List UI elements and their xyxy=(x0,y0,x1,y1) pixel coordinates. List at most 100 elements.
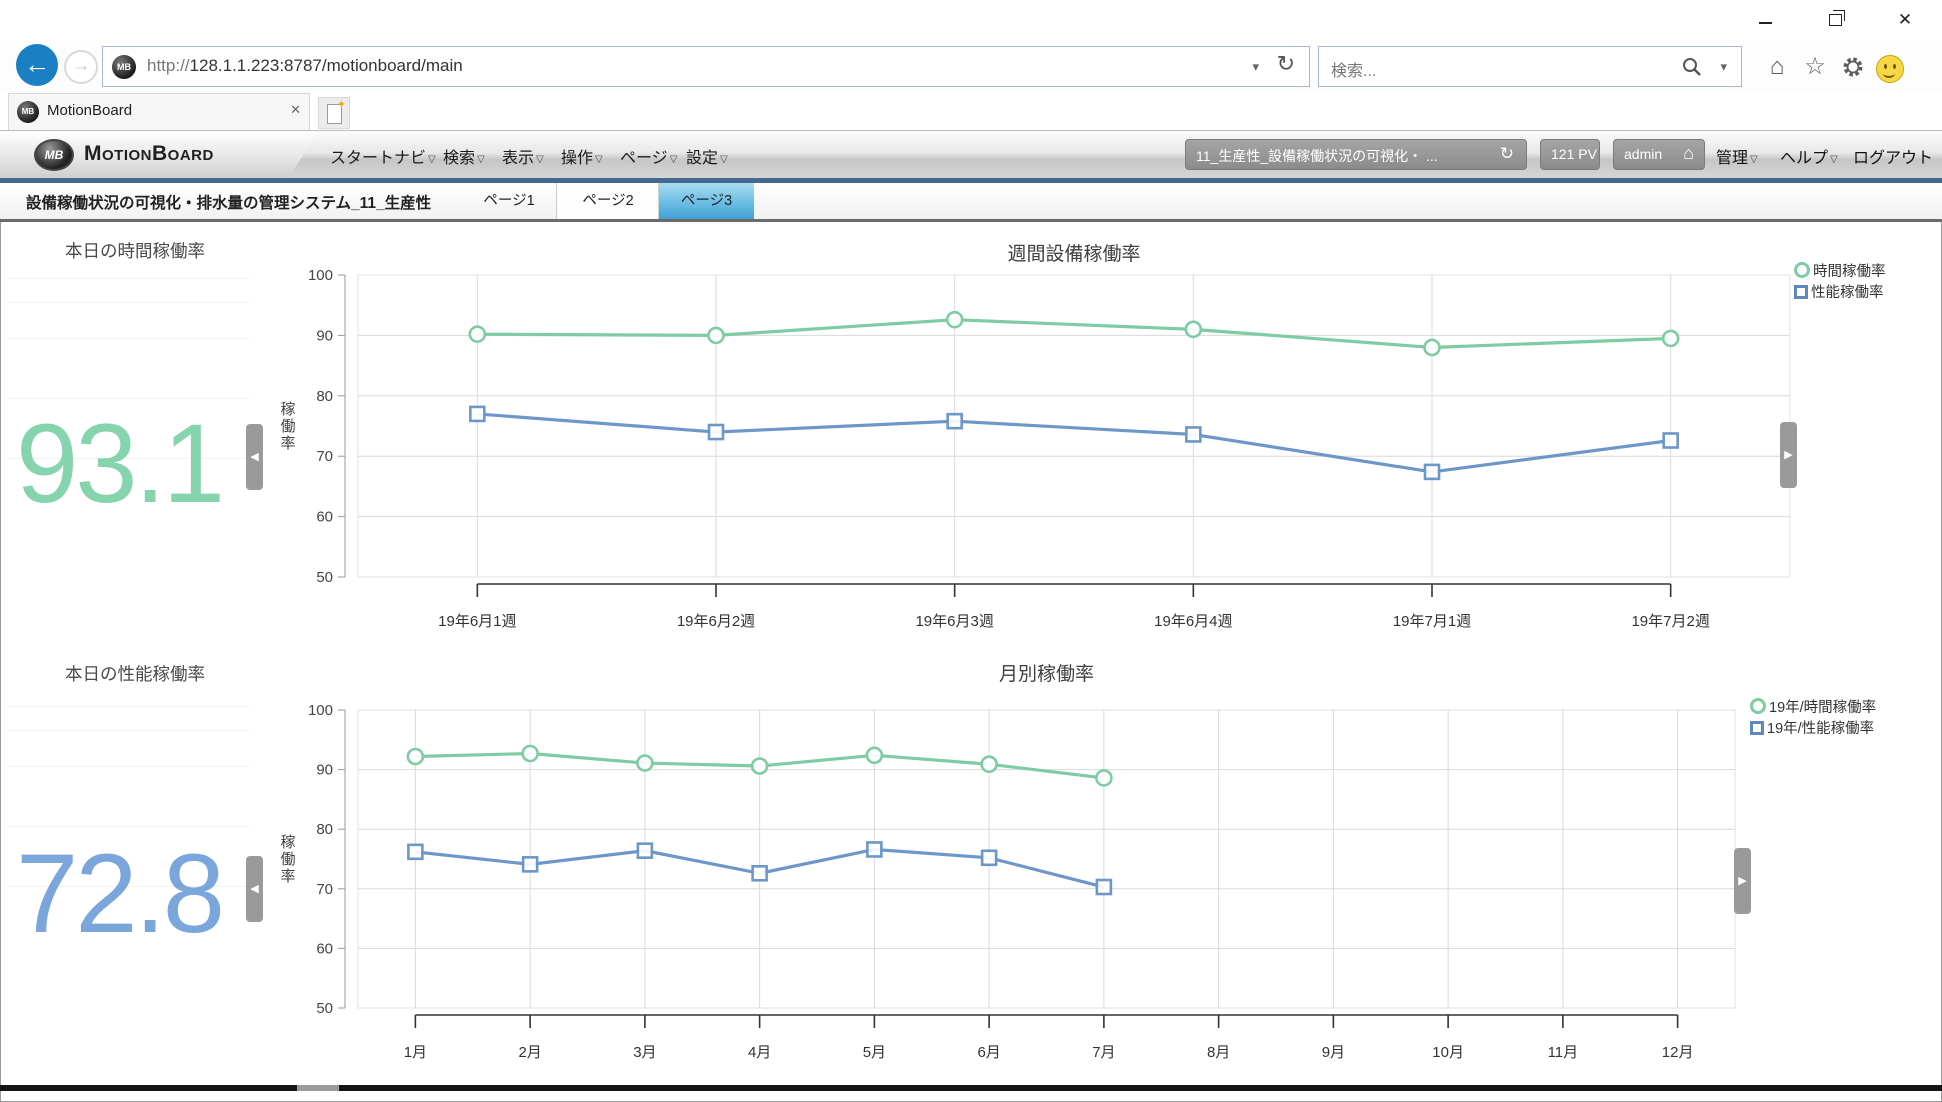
svg-text:19年7月1週: 19年7月1週 xyxy=(1393,613,1471,630)
user-name-label: admin xyxy=(1624,146,1663,162)
menu-page[interactable]: ページ ▽ xyxy=(620,150,678,167)
svg-text:働: 働 xyxy=(280,418,295,435)
svg-text:2月: 2月 xyxy=(518,1044,541,1061)
triangle-right-icon: ▶ xyxy=(1738,875,1747,887)
browser-tab-strip: MB MotionBoard ✕ ✦ xyxy=(0,93,1942,130)
menu-search[interactable]: 検索 ▽ xyxy=(443,150,485,167)
svg-text:稼: 稼 xyxy=(280,401,295,418)
search-input[interactable]: 検索... ▾ xyxy=(1318,46,1742,87)
menu-help[interactable]: ヘルプ ▽ xyxy=(1780,150,1838,167)
motionboard-wordmark: MotionBoard xyxy=(84,142,214,165)
settings-button[interactable] xyxy=(1836,52,1870,82)
svg-text:週間設備稼働率: 週間設備稼働率 xyxy=(1007,243,1140,265)
chevron-down-icon: ▽ xyxy=(720,154,728,165)
motionboard-toolbar: MB MotionBoard スタートナビ ▽ 検索 ▽ 表示 ▽ 操作 ▽ ページ ▽ … xyxy=(0,130,1942,179)
new-tab-button[interactable]: ✦ xyxy=(318,97,350,129)
pv-count-label: 121 PV xyxy=(1551,146,1597,162)
board-selector[interactable]: 11_生産性_設備稼働状況の可視化・ ... ↻ xyxy=(1185,139,1527,170)
close-button[interactable]: ✕ xyxy=(1880,10,1930,32)
legend-item: 19年/性能稼働率 xyxy=(1750,717,1876,738)
page-tab-bar: 設備稼働状況の可視化・排水量の管理システム_11_生産性 ページ1 ページ2 ペ… xyxy=(0,183,1942,219)
home-icon: ⌂ xyxy=(1769,53,1785,80)
chevron-down-icon: ▽ xyxy=(669,154,678,165)
url-text: http://128.1.1.223:8787/motionboard/main xyxy=(147,56,463,75)
menu-operation[interactable]: 操作 ▽ xyxy=(561,150,603,167)
chevron-down-icon: ▽ xyxy=(477,154,485,165)
tab-close-button[interactable]: ✕ xyxy=(290,102,301,118)
board-refresh-icon[interactable]: ↻ xyxy=(1499,144,1514,163)
gear-icon xyxy=(1843,57,1863,77)
svg-text:80: 80 xyxy=(316,821,333,838)
svg-text:3月: 3月 xyxy=(633,1044,656,1061)
svg-text:11月: 11月 xyxy=(1548,1044,1579,1061)
menu-settings[interactable]: 設定 ▽ xyxy=(686,150,728,167)
legend-circle-marker xyxy=(1750,698,1766,714)
search-button[interactable] xyxy=(1681,56,1703,83)
triangle-right-icon: ▶ xyxy=(1784,449,1793,461)
svg-text:19年6月4週: 19年6月4週 xyxy=(1154,613,1232,630)
search-icon xyxy=(1683,58,1701,76)
horizontal-scrollbar[interactable] xyxy=(0,1085,1942,1091)
expand-handle-right[interactable]: ▶ xyxy=(1734,848,1751,914)
forward-button[interactable]: → xyxy=(64,50,98,84)
svg-text:働: 働 xyxy=(280,851,295,868)
browser-tab[interactable]: MB MotionBoard ✕ xyxy=(8,93,310,130)
tab-favicon: MB xyxy=(17,101,39,123)
collapse-handle-left[interactable]: ◀ xyxy=(246,856,263,922)
svg-text:19年6月3週: 19年6月3週 xyxy=(915,613,993,630)
chevron-down-icon: ▽ xyxy=(1750,154,1758,165)
svg-text:10月: 10月 xyxy=(1432,1044,1464,1061)
svg-text:12月: 12月 xyxy=(1662,1044,1694,1061)
triangle-left-icon: ◀ xyxy=(250,883,259,895)
site-favicon: MB xyxy=(112,55,136,79)
refresh-button[interactable]: ↻ xyxy=(1277,51,1295,77)
menu-admin[interactable]: 管理 ▽ xyxy=(1716,150,1758,167)
minimize-button[interactable] xyxy=(1740,10,1790,32)
window-titlebar: ✕ xyxy=(0,0,1942,40)
svg-text:50: 50 xyxy=(316,569,333,586)
close-icon: ✕ xyxy=(1897,10,1913,29)
star-icon: ☆ xyxy=(1804,53,1826,80)
back-button[interactable]: ← xyxy=(16,44,58,86)
svg-text:19年7月2週: 19年7月2週 xyxy=(1631,613,1709,630)
page-tab-2[interactable]: ページ2 xyxy=(558,183,659,219)
menu-start-navi[interactable]: スタートナビ ▽ xyxy=(330,150,436,167)
collapse-handle-left[interactable]: ◀ xyxy=(246,424,263,490)
svg-text:80: 80 xyxy=(316,388,333,405)
svg-text:60: 60 xyxy=(316,940,333,957)
logout-button[interactable]: ログアウト xyxy=(1853,150,1934,167)
legend-square-marker xyxy=(1750,721,1764,735)
brand-section: MB MotionBoard xyxy=(0,131,318,179)
motionboard-logo-badge: MB xyxy=(34,139,74,171)
chevron-down-icon: ▽ xyxy=(428,154,436,165)
url-dropdown-button[interactable]: ▾ xyxy=(1252,59,1259,75)
feedback-button[interactable] xyxy=(1876,55,1904,83)
svg-text:月別稼働率: 月別稼働率 xyxy=(999,663,1094,685)
kpi-value: 72.8 xyxy=(16,831,225,956)
expand-handle-right[interactable]: ▶ xyxy=(1780,422,1797,488)
page-bar-underline xyxy=(0,219,1942,222)
restore-icon xyxy=(1828,10,1845,26)
menu-display[interactable]: 表示 ▽ xyxy=(502,150,544,167)
user-badge[interactable]: admin ⌂ xyxy=(1613,139,1705,170)
scrollbar-thumb[interactable] xyxy=(297,1085,339,1091)
page-tab-1[interactable]: ページ1 xyxy=(462,183,557,219)
svg-text:90: 90 xyxy=(316,762,333,779)
kpi-title: 本日の時間稼働率 xyxy=(65,241,205,261)
svg-text:8月: 8月 xyxy=(1207,1044,1230,1061)
svg-text:70: 70 xyxy=(316,448,333,465)
new-tab-page-icon xyxy=(327,104,342,124)
search-dropdown-button[interactable]: ▾ xyxy=(1720,59,1727,75)
chevron-down-icon: ▽ xyxy=(595,154,603,165)
favorites-button[interactable]: ☆ xyxy=(1798,52,1832,82)
home-button[interactable]: ⌂ xyxy=(1760,52,1794,82)
svg-text:率: 率 xyxy=(280,435,295,452)
url-bar[interactable]: MB http://128.1.1.223:8787/motionboard/m… xyxy=(102,46,1310,87)
board-title: 設備稼働状況の可視化・排水量の管理システム_11_生産性 xyxy=(26,195,432,212)
pv-badge: 121 PV xyxy=(1540,139,1600,170)
maximize-button[interactable] xyxy=(1810,10,1860,32)
page-tab-3-active[interactable]: ページ3 xyxy=(659,183,754,219)
